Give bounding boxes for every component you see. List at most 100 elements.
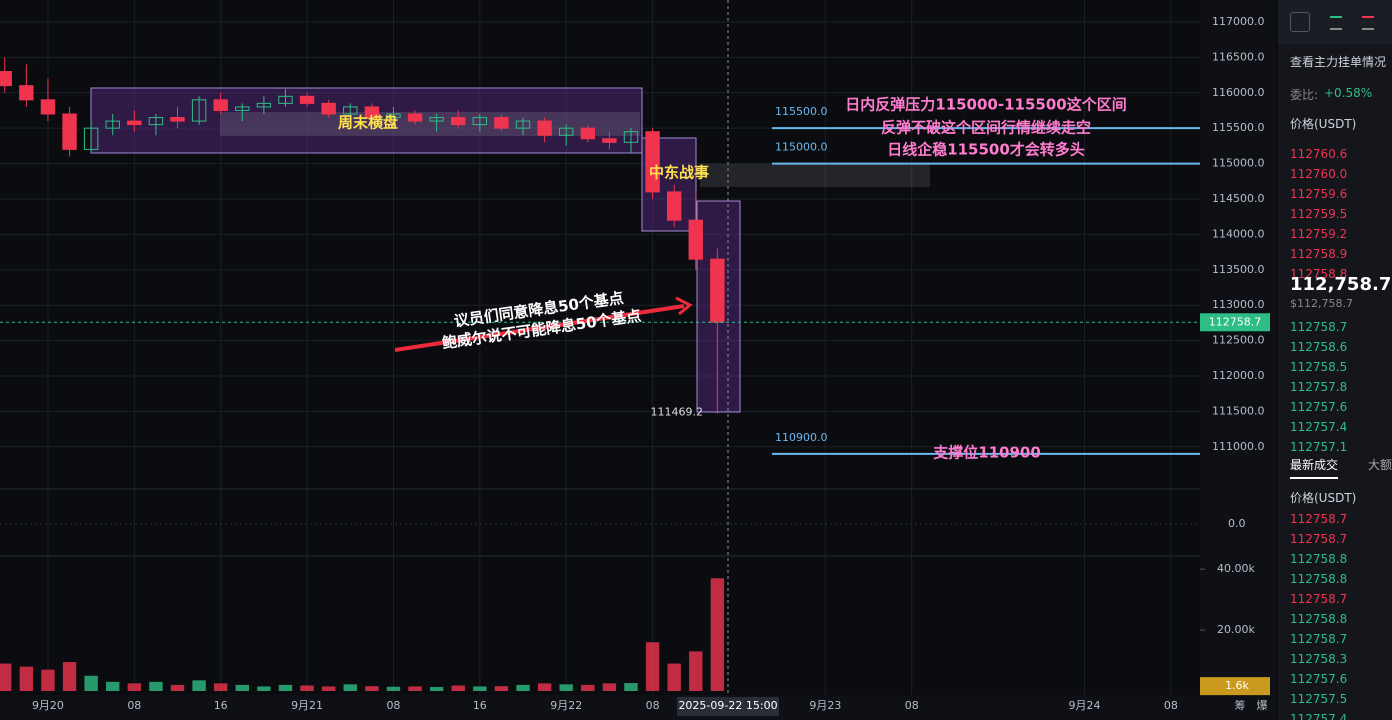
- ask-price: 112758.8: [1290, 267, 1348, 281]
- tab[interactable]: 最新成交: [1290, 456, 1339, 479]
- candle-body: [429, 117, 444, 122]
- resistance-note: 日内反弹压力115000-115500这个区间: [845, 96, 1126, 114]
- volume-bar: [451, 685, 465, 691]
- candle-body: [148, 117, 164, 126]
- shade: [220, 112, 640, 136]
- volume-bar: [321, 686, 336, 691]
- volume-bar: [494, 686, 509, 691]
- tool-icon[interactable]: [1362, 16, 1374, 30]
- volume-bar: [170, 684, 185, 691]
- last-price-tag: [1200, 313, 1270, 332]
- trade-price: 112757.4: [1290, 712, 1348, 720]
- volume-bar: [235, 684, 249, 691]
- candle-body: [40, 99, 56, 115]
- candle-body: [213, 99, 228, 111]
- candle-body: [343, 106, 358, 115]
- volume-bar: [0, 663, 12, 691]
- candle-body: [127, 120, 142, 126]
- volume-tick-label: 20.00k: [1217, 623, 1255, 636]
- price-header: 价格(USDT): [1290, 491, 1357, 505]
- trade-price: 112758.7: [1290, 632, 1348, 646]
- panel-title[interactable]: 查看主力挂单情况: [1290, 55, 1387, 69]
- x-tick-label: 9月21: [291, 699, 323, 712]
- volume-bar: [300, 685, 314, 691]
- volume-bar: [278, 684, 293, 691]
- ask-price: 112759.2: [1290, 227, 1348, 241]
- volume-bar: [408, 686, 422, 691]
- candle-body: [170, 117, 185, 122]
- volume-bar: [602, 683, 617, 691]
- candle-body: [515, 120, 531, 129]
- candle-body: [472, 117, 488, 126]
- y-tick-label: 114500.0: [1212, 192, 1265, 205]
- bid-price: 112757.8: [1290, 380, 1348, 394]
- trade-price: 112758.8: [1290, 552, 1348, 566]
- footer-text[interactable]: 筹: [1235, 698, 1246, 712]
- y-tick-label: 115500.0: [1212, 121, 1265, 134]
- candle-body: [666, 191, 682, 221]
- volume-bar: [19, 666, 34, 691]
- candle-body: [83, 127, 99, 150]
- ask-price: 112759.6: [1290, 187, 1348, 201]
- trade-price: 112758.7: [1290, 532, 1348, 546]
- bid-price: 112757.6: [1290, 400, 1348, 414]
- last-price: 112,758.7: [1290, 274, 1392, 295]
- x-tick-label: 9月20: [32, 699, 64, 712]
- candle-body: [580, 127, 595, 140]
- candle-body: [191, 99, 207, 122]
- toolbar: [1278, 0, 1392, 44]
- tool-icon[interactable]: [1290, 12, 1310, 32]
- trade-price: 112757.6: [1290, 672, 1348, 686]
- price-axis: [1200, 0, 1276, 720]
- y-tick-label: 113000.0: [1212, 298, 1265, 311]
- bid-price: 112758.6: [1290, 340, 1348, 354]
- y-tick-label: 114000.0: [1212, 227, 1265, 240]
- x-tick-label: 08: [386, 699, 400, 712]
- x-tick-label: 16: [473, 699, 487, 712]
- candle-body: [299, 95, 315, 104]
- volume-bar: [537, 683, 552, 691]
- tool-icon[interactable]: [1330, 16, 1342, 30]
- candle-body: [710, 258, 725, 323]
- ratio: +0.58%: [1324, 86, 1373, 100]
- y-tick-label: 116500.0: [1212, 50, 1265, 63]
- volume-bar: [581, 684, 595, 691]
- volume-bar: [257, 686, 271, 691]
- candle-body: [256, 102, 272, 108]
- level-label: 110900.0: [775, 431, 828, 444]
- level-label: 115500.0: [775, 105, 828, 118]
- candle-body: [364, 106, 380, 119]
- candle-body: [451, 117, 466, 126]
- volume-bar: [62, 662, 77, 691]
- y-tick-label: 113500.0: [1212, 263, 1265, 276]
- footer-text[interactable]: 爆: [1257, 698, 1268, 712]
- candle-body: [19, 85, 34, 101]
- volume-bar: [386, 686, 401, 691]
- bid-price: 112758.7: [1290, 320, 1348, 334]
- candle-body: [105, 120, 120, 129]
- low-label: 111469.2: [651, 406, 704, 419]
- arrow: [394, 304, 685, 352]
- marks: 115500.0 115000.0 110900.0 111469.2: [0, 57, 1200, 691]
- macd-tick-label: 0.0: [1228, 517, 1246, 530]
- ask-price: 112759.5: [1290, 207, 1348, 221]
- volume-bar: [645, 642, 660, 691]
- y-tick-label: 111500.0: [1212, 404, 1265, 417]
- tab[interactable]: 大额: [1368, 458, 1392, 472]
- candle-body: [407, 113, 423, 122]
- last-price-label: 112758.7: [1209, 315, 1262, 328]
- trade-price: 112758.7: [1290, 592, 1348, 606]
- box-label: 中东战事: [649, 164, 709, 182]
- candle-body: [537, 120, 552, 136]
- last-usd: $112,758.7: [1290, 297, 1353, 310]
- price-header: 价格(USDT): [1290, 117, 1357, 131]
- trade-price: 112758.7: [1290, 512, 1348, 526]
- volume-tag: [1200, 677, 1270, 696]
- volume-tick-label: 40.00k: [1217, 562, 1255, 575]
- crosshair-tag: [677, 697, 779, 716]
- trade-price: 112757.5: [1290, 692, 1348, 706]
- y-tick-label: 112500.0: [1212, 334, 1265, 347]
- candle-body: [62, 113, 77, 150]
- candle-body: [386, 113, 401, 119]
